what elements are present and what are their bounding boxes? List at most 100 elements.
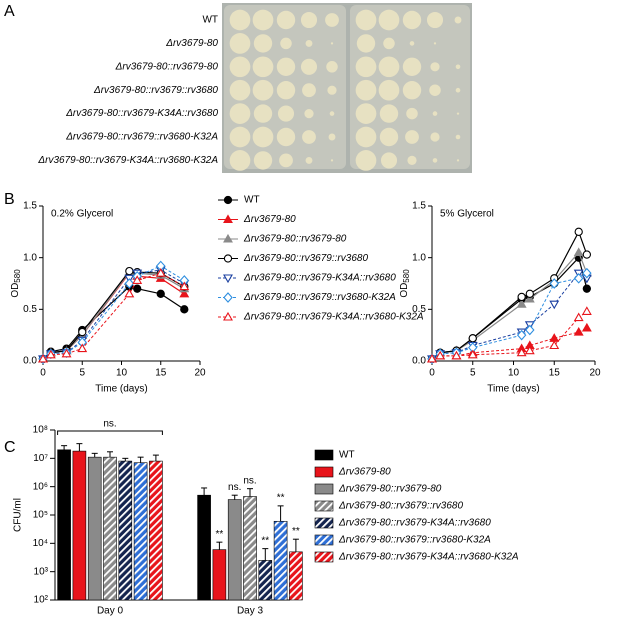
legend-swatch xyxy=(314,534,334,546)
legend-label: Δrv3679-80::rv3679-K34A::rv3680 xyxy=(243,273,396,284)
y-tick-label: 1.0 xyxy=(23,252,37,263)
legend-swatch xyxy=(314,551,334,563)
marker xyxy=(525,324,535,336)
strain-label: Δrv3679-80::rv3679-K34A::rv3680-K32A xyxy=(37,155,218,166)
marker xyxy=(451,350,462,360)
spot xyxy=(277,105,295,122)
spot xyxy=(355,150,377,171)
x-tick-label: 20 xyxy=(589,368,601,379)
marker xyxy=(180,305,189,314)
legend-label: WT xyxy=(244,195,260,206)
series-line xyxy=(431,272,588,360)
spot xyxy=(379,127,399,147)
spot xyxy=(378,9,400,31)
y-axis-label-sub: 580 xyxy=(13,269,22,283)
spot xyxy=(325,13,339,27)
marker xyxy=(435,350,446,360)
annotation: ns. xyxy=(243,475,256,486)
spot xyxy=(409,41,415,46)
legend-label: Δrv3679-80 xyxy=(243,214,296,225)
spot xyxy=(327,85,337,95)
marker xyxy=(156,289,165,298)
bar xyxy=(57,449,71,601)
spot xyxy=(229,56,251,78)
spot xyxy=(252,9,274,31)
spot xyxy=(356,34,376,53)
annotation: ** xyxy=(292,526,300,537)
spot xyxy=(402,81,422,100)
bar xyxy=(258,560,273,601)
marker xyxy=(573,312,584,322)
legend-marker xyxy=(223,254,233,263)
x-tick-label: 0 xyxy=(40,368,46,379)
bar xyxy=(118,460,133,601)
marker xyxy=(581,322,592,332)
marker xyxy=(524,345,535,355)
marker xyxy=(179,281,190,291)
marker xyxy=(549,278,559,289)
bar xyxy=(149,460,163,601)
annotation: ns. xyxy=(228,482,241,493)
spot xyxy=(455,134,461,140)
x-tick-label: 0 xyxy=(429,368,435,379)
marker xyxy=(78,327,87,337)
spot xyxy=(407,155,417,165)
spot xyxy=(432,158,438,163)
spot xyxy=(276,10,296,30)
marker xyxy=(124,278,135,289)
spot xyxy=(276,127,296,147)
marker xyxy=(573,326,584,336)
spot xyxy=(229,9,251,31)
y-tick-label: 1.5 xyxy=(412,201,426,212)
spot xyxy=(280,37,292,50)
y-axis-label: CFU/ml xyxy=(13,498,24,532)
annotation: ** xyxy=(277,493,285,504)
spot xyxy=(329,111,335,116)
spot xyxy=(229,126,251,148)
legend-marker xyxy=(223,274,233,284)
spot xyxy=(229,103,251,124)
spot xyxy=(455,64,461,70)
x-tick-label: 10 xyxy=(116,368,128,379)
y-tick-label: 0.0 xyxy=(23,356,37,367)
marker xyxy=(573,247,584,257)
marker xyxy=(155,268,166,277)
marker xyxy=(573,273,584,284)
marker xyxy=(524,293,535,303)
x-axis-label: Time (days) xyxy=(95,384,147,395)
spot xyxy=(355,103,377,124)
y-tick-label: 10³ xyxy=(34,566,49,577)
marker xyxy=(467,349,478,359)
spot xyxy=(302,130,316,144)
x-tick-label: Day 3 xyxy=(237,606,264,617)
marker xyxy=(179,288,190,298)
y-axis-label-sub: 580 xyxy=(402,269,411,283)
marker xyxy=(516,347,527,357)
legend-marker xyxy=(223,195,233,205)
series-line xyxy=(431,230,588,360)
spot xyxy=(402,10,422,30)
marker xyxy=(582,250,591,259)
x-tick-label: 5 xyxy=(470,368,476,379)
bar xyxy=(72,450,87,601)
y-axis-label: OD580 xyxy=(10,269,22,298)
strain-label: Δrv3679-80::rv3679-80 xyxy=(115,61,219,72)
x-tick-label: Day 0 xyxy=(97,606,124,617)
bar xyxy=(87,456,102,601)
chart-title: 5% Glycerol xyxy=(440,209,494,220)
legend-label: Δrv3679-80::rv3679::rv3680 xyxy=(243,253,368,264)
legend-label: WT xyxy=(339,450,355,461)
legend-swatch xyxy=(314,449,334,461)
spot xyxy=(432,111,438,116)
marker xyxy=(468,334,477,343)
bar xyxy=(227,499,242,601)
spot xyxy=(378,56,400,78)
x-tick-label: 20 xyxy=(194,368,206,379)
legend-swatch xyxy=(314,517,334,529)
series-line xyxy=(431,256,588,360)
marker xyxy=(38,353,48,363)
spot xyxy=(402,57,422,76)
spot xyxy=(252,56,274,78)
legend-label: Δrv3679-80::rv3679::rv3680-K32A xyxy=(243,292,396,303)
spots xyxy=(229,9,462,171)
